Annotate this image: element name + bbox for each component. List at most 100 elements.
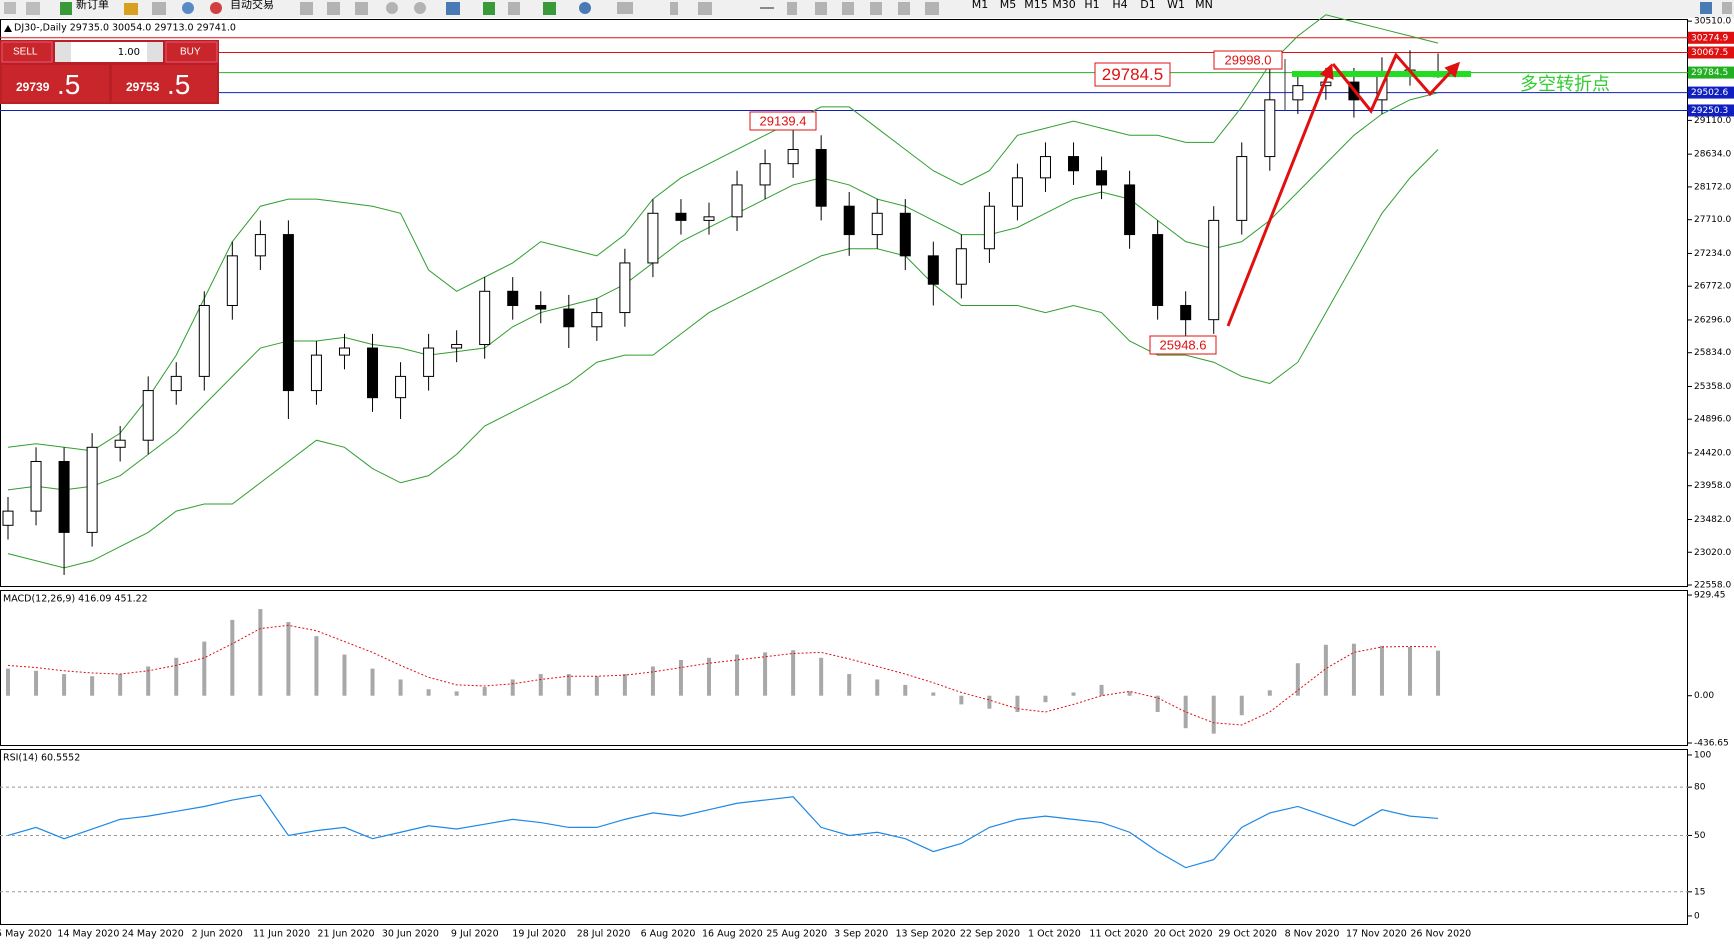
sell-price-box[interactable] (2, 65, 109, 102)
candle-body (787, 148, 799, 165)
y-tick-label: 22558.0 (1694, 581, 1731, 591)
candle-body (927, 255, 939, 285)
annotation-box (1213, 50, 1283, 70)
auto-trading-button[interactable]: 自动交易 (230, 0, 274, 11)
buy-price-frac: .5 (167, 69, 190, 100)
timeframe-button[interactable]: D1 (1140, 0, 1155, 11)
candle-body (1152, 234, 1164, 306)
level-tag (1688, 66, 1734, 79)
panel-title: RSI(14) 60.5552 (3, 753, 80, 764)
buy-price-box[interactable] (112, 65, 217, 102)
macd-bar (594, 676, 599, 696)
annotation-note: 多空转折点 (1520, 74, 1610, 95)
x-tick-label: 28 Jul 2020 (577, 929, 631, 940)
bollinger-band (7, 92, 1439, 491)
candle-body (647, 212, 659, 264)
candle-body (1236, 156, 1248, 221)
level-label: 29250.3 (1691, 106, 1728, 116)
macd-bar (1351, 643, 1356, 696)
y-tick-label: 23020.0 (1694, 548, 1731, 558)
sell-price-main: 29739 (16, 80, 50, 94)
macd-bar (1267, 690, 1272, 696)
timeframe-button[interactable]: M5 (1000, 0, 1017, 11)
candle-body (507, 290, 519, 306)
y-tick-label: 23958.0 (1694, 481, 1731, 491)
macd-bar (426, 689, 431, 696)
y-tick-label: 929.45 (1694, 591, 1726, 601)
rsi-panel-frame (0, 749, 1688, 925)
timeframe-button[interactable]: M1 (972, 0, 989, 11)
lots-input[interactable] (71, 42, 147, 62)
macd-bar (566, 674, 571, 696)
macd-bar (1155, 695, 1160, 712)
macd-bar (1099, 684, 1104, 696)
x-tick-label: 1 Oct 2020 (1028, 929, 1081, 940)
candle-body (1039, 156, 1051, 179)
lots-increase[interactable] (147, 42, 163, 62)
timeframe-button[interactable]: M15 (1024, 0, 1048, 11)
macd-bar (1015, 695, 1020, 712)
x-tick-label: 14 May 2020 (57, 929, 119, 940)
y-tick-label: 30510.0 (1694, 17, 1731, 27)
candle-body (338, 347, 350, 356)
macd-bar (763, 652, 768, 696)
level-tag (1688, 31, 1734, 44)
sell-button[interactable] (1, 41, 53, 63)
candle-body (843, 205, 855, 236)
y-tick-label: 25834.0 (1694, 348, 1731, 358)
candle-body (731, 184, 743, 218)
candle-body (1292, 85, 1304, 101)
macd-bar (650, 666, 655, 696)
candle-body (983, 205, 995, 250)
lots-decrease[interactable] (55, 42, 71, 62)
main-panel-frame (0, 19, 1688, 587)
macd-panel-frame (0, 590, 1688, 746)
macd-bar (454, 691, 459, 696)
x-tick-label: 29 Oct 2020 (1218, 929, 1277, 940)
annotation-box (1149, 335, 1217, 355)
macd-bar (1211, 695, 1216, 734)
macd-bar (791, 650, 796, 696)
candle-body (86, 446, 98, 533)
panel-title: DJ30-,Daily 29735.0 30054.0 29713.0 2974… (14, 23, 236, 34)
trend-arrow (1226, 63, 1334, 327)
macd-bar (146, 666, 151, 696)
candle-body (1096, 170, 1108, 186)
timeframe-button[interactable]: H4 (1112, 0, 1127, 11)
macd-bar (678, 659, 683, 696)
bollinger-band (7, 149, 1439, 569)
macd-bar (959, 695, 964, 705)
y-tick-label: 26772.0 (1694, 282, 1731, 292)
candle-body (563, 308, 575, 328)
x-tick-label: 19 Jul 2020 (512, 929, 566, 940)
candle-body (591, 312, 603, 328)
macd-bar (1408, 646, 1412, 696)
candle-body (198, 304, 210, 377)
y-tick-label: 28634.0 (1694, 150, 1731, 160)
candle-body (282, 234, 294, 392)
timeframe-button[interactable]: M30 (1052, 0, 1076, 11)
candle-body (871, 212, 883, 236)
timeframe-button[interactable]: W1 (1167, 0, 1185, 11)
candle-body (899, 212, 911, 257)
macd-bar (398, 679, 403, 696)
y-tick-label: 80 (1694, 783, 1706, 793)
timeframe-button[interactable]: MN (1195, 0, 1213, 11)
y-tick-label: 24896.0 (1694, 415, 1731, 425)
timeframe-button[interactable]: H1 (1084, 0, 1099, 11)
buy-button[interactable] (165, 41, 218, 63)
candle-body (114, 439, 126, 448)
annotation-text: 29784.5 (1102, 65, 1163, 84)
analysis-drawings (1226, 52, 1471, 327)
level-tag (1688, 104, 1734, 117)
y-tick-label: 50 (1694, 831, 1706, 841)
y-tick-label: 29110.0 (1694, 116, 1731, 126)
candle-body (423, 347, 435, 377)
macd-bar (538, 674, 543, 696)
macd-signal (7, 624, 1439, 726)
new-order-button[interactable]: 新订单 (76, 0, 109, 11)
x-tick-label: 11 Oct 2020 (1089, 929, 1148, 940)
x-tick-label: 6 Aug 2020 (641, 929, 696, 940)
x-tick-label: 16 Aug 2020 (702, 929, 763, 940)
